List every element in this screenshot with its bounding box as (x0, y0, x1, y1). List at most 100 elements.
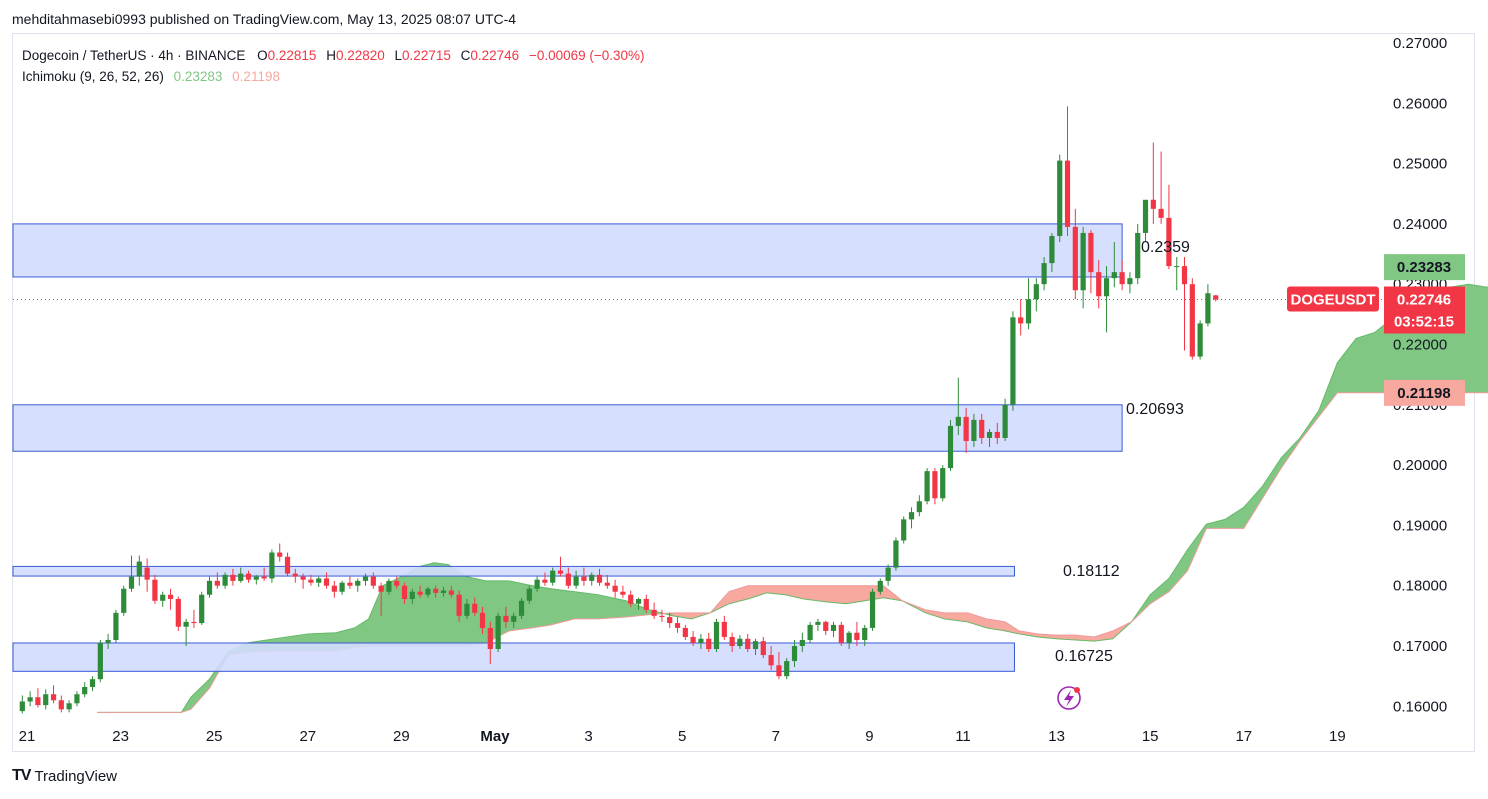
candle-down (1189, 284, 1195, 357)
candle-down (214, 580, 220, 586)
tradingview-brand[interactable]: TV TradingView (12, 767, 117, 785)
cloud-segment (1468, 283, 1488, 394)
zone-label-2: 0.20693 (1126, 401, 1184, 418)
y-tick-label: 0.19000 (1393, 517, 1447, 534)
y-tick-label: 0.18000 (1393, 578, 1447, 595)
zone-box-3[interactable] (12, 565, 1015, 577)
candle-up (1142, 199, 1149, 233)
candle-up (386, 580, 392, 592)
candle-down (581, 576, 587, 581)
cloud-segment (401, 565, 421, 647)
candle-down (1213, 295, 1219, 300)
cloud-segment (826, 585, 847, 605)
candle-down (542, 579, 548, 583)
candle-down (651, 609, 657, 616)
candle-up (238, 573, 244, 581)
candle-up (19, 701, 25, 712)
symbol-badge[interactable] (1287, 286, 1379, 312)
candle-up (464, 603, 470, 616)
y-tick-label: 0.17000 (1393, 638, 1447, 655)
cloud-segment (1168, 548, 1188, 593)
candle-up (698, 638, 704, 643)
candle-up (253, 576, 259, 580)
candle-down (620, 591, 626, 595)
candle-down (487, 627, 493, 650)
candle-up (1197, 323, 1203, 357)
candle-up (43, 694, 49, 706)
event-marker[interactable] (1057, 686, 1081, 710)
symbol-title[interactable]: Dogecoin / TetherUS · 4h · BINANCE (22, 48, 246, 63)
zone-box-2[interactable] (12, 404, 1123, 452)
candle-down (58, 700, 64, 710)
zone-labels: 0.2359 0.20693 0.18112 0.16725 (1055, 239, 1190, 665)
span-b-tag-text: 0.21198 (1397, 385, 1450, 402)
candle-down (175, 598, 181, 627)
candle-up (807, 624, 813, 640)
price-axis: 0.270000.260000.250000.240000.230000.220… (1393, 35, 1447, 715)
candle-up (1174, 266, 1180, 268)
candle-down (1088, 232, 1094, 273)
candle-up (121, 588, 127, 613)
cloud-segment (597, 594, 627, 620)
candle-up (846, 632, 852, 643)
cloud-segment (368, 585, 383, 647)
candle-up (362, 576, 369, 581)
x-tick-label: 25 (206, 728, 223, 745)
candle-down (565, 573, 571, 586)
candle-down (1018, 317, 1024, 324)
x-tick-label: 11 (955, 728, 971, 745)
candle-down (1119, 272, 1125, 285)
candle-up (799, 639, 805, 646)
candle-down (667, 617, 673, 624)
cloud-segment (532, 585, 552, 629)
cloud-segment (747, 585, 767, 600)
ichimoku-cloud (97, 283, 1488, 713)
cloud-segment (1355, 332, 1376, 394)
candle-down (776, 665, 782, 677)
candle-up (955, 416, 961, 426)
open-label: O (257, 48, 268, 63)
candlesticks (19, 106, 1219, 714)
candle-up (495, 615, 501, 650)
x-tick-label: May (480, 728, 510, 745)
y-tick-label: 0.26000 (1393, 95, 1447, 112)
candle-up (869, 591, 876, 628)
candle-up (409, 591, 415, 599)
lightning-icon-ring[interactable] (1057, 686, 1081, 710)
cloud-segment (382, 576, 402, 647)
candle-up (222, 574, 228, 586)
x-tick-label: 5 (678, 728, 686, 745)
cloud-segment (1149, 577, 1170, 605)
candle-down (1072, 226, 1078, 291)
zone-box-1[interactable] (12, 223, 1123, 278)
brand-name: TradingView (34, 767, 117, 785)
x-tick-label: 7 (772, 728, 780, 745)
x-tick-label: 21 (19, 728, 36, 745)
candle-down (35, 697, 41, 706)
zone-box-4[interactable] (12, 642, 1015, 672)
candle-down (682, 627, 688, 637)
candle-down (768, 655, 774, 666)
zone-label-4: 0.16725 (1055, 648, 1113, 665)
candle-down (963, 416, 969, 441)
candle-down (378, 585, 384, 592)
candle-down (854, 632, 860, 640)
candle-up (1057, 160, 1063, 236)
change-value: −0.00069 (−0.30%) (528, 48, 645, 63)
candle-down (144, 567, 150, 580)
candle-up (893, 540, 899, 568)
candle-up (518, 600, 525, 616)
candle-up (940, 468, 946, 499)
zone-label-1: 0.2359 (1141, 239, 1190, 256)
indicator-title[interactable]: Ichimoku (9, 26, 52, 26) (22, 69, 164, 84)
x-tick-label: 17 (1235, 728, 1252, 745)
candle-down (1181, 266, 1188, 285)
candle-up (199, 594, 205, 624)
candle-down (838, 624, 844, 643)
candle-down (417, 591, 423, 595)
zone-label-3: 0.18112 (1063, 563, 1120, 580)
candle-down (1150, 199, 1156, 209)
candle-up (89, 679, 96, 688)
candle-up (105, 639, 111, 643)
